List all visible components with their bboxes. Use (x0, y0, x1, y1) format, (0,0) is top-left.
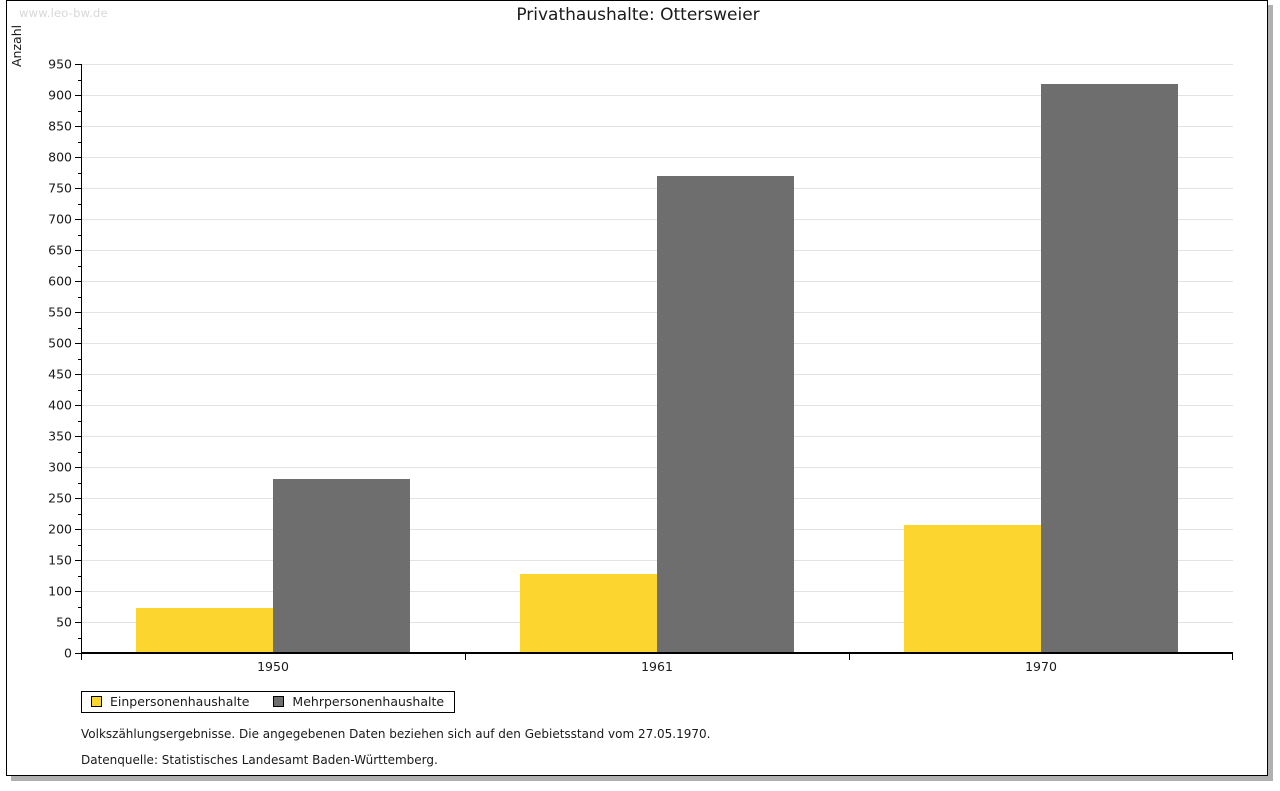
y-tick-mark (75, 281, 81, 282)
y-tick-minor (78, 637, 81, 639)
x-tick-label: 1970 (1025, 659, 1057, 674)
y-tick-minor (78, 544, 81, 546)
y-axis-label: Anzahl (9, 24, 24, 67)
y-tick-minor (78, 141, 81, 143)
page-title: Privathaushalte: Ottersweier (516, 5, 760, 25)
y-tick-minor (78, 265, 81, 267)
y-tick-label: 900 (48, 87, 72, 103)
y-tick-mark (75, 653, 81, 654)
bar-mehrpersonenhaushalte-1961[interactable] (657, 175, 794, 653)
y-tick-label: 50 (56, 614, 72, 630)
legend-label: Einpersonenhaushalte (110, 694, 250, 709)
y-tick-label: 250 (48, 490, 72, 506)
y-tick-label: 450 (48, 366, 72, 382)
y-tick-mark (75, 126, 81, 127)
gridline (81, 157, 1233, 158)
y-tick-mark (75, 250, 81, 251)
y-tick-label: 750 (48, 180, 72, 196)
y-tick-mark (75, 560, 81, 561)
y-tick-minor (78, 79, 81, 81)
y-tick-minor (78, 358, 81, 360)
y-tick-minor (78, 172, 81, 174)
y-tick-minor (78, 482, 81, 484)
y-tick-label: 700 (48, 211, 72, 227)
bar-mehrpersonenhaushalte-1970[interactable] (1041, 84, 1178, 653)
y-tick-label: 950 (48, 56, 72, 72)
y-tick-mark (75, 591, 81, 592)
bar-einpersonenhaushalte-1970[interactable] (904, 525, 1041, 653)
y-tick-minor (78, 420, 81, 422)
bar-einpersonenhaushalte-1950[interactable] (136, 608, 273, 653)
y-tick-label: 600 (48, 273, 72, 289)
y-tick-minor (78, 389, 81, 391)
y-tick-mark (75, 188, 81, 189)
y-tick-minor (78, 296, 81, 298)
x-tick-mark (1232, 654, 1233, 660)
x-axis-line (81, 652, 1233, 654)
y-tick-label: 0 (64, 645, 72, 661)
chart-legend: Einpersonenhaushalte Mehrpersonenhaushalt… (81, 691, 456, 713)
y-tick-mark (75, 374, 81, 375)
y-tick-label: 650 (48, 242, 72, 258)
y-tick-label: 200 (48, 521, 72, 537)
footnote-note: Volkszählungsergebnisse. Die angegebenen… (81, 727, 711, 741)
bar-einpersonenhaushalte-1961[interactable] (520, 574, 657, 653)
y-tick-minor (78, 234, 81, 236)
y-tick-label: 100 (48, 583, 72, 599)
x-tick-mark (849, 654, 850, 660)
y-tick-label: 500 (48, 335, 72, 351)
plot-area: 0 50 100 150 200 250 300 350 400 450 500 550 600 650 7… (48, 57, 1233, 674)
y-tick-minor (78, 606, 81, 608)
y-tick-mark (75, 622, 81, 623)
y-tick-minor (78, 451, 81, 453)
x-tick-label: 1961 (641, 659, 673, 674)
y-tick-label: 550 (48, 304, 72, 320)
y-tick-mark (75, 95, 81, 96)
bar-mehrpersonenhaushalte-1950[interactable] (273, 478, 410, 653)
y-tick-mark (75, 157, 81, 158)
y-tick-minor (78, 575, 81, 577)
gridline (81, 64, 1233, 65)
y-tick-label: 300 (48, 459, 72, 475)
y-tick-label: 850 (48, 118, 72, 134)
y-axis-line (81, 64, 82, 653)
x-tick-mark (465, 654, 466, 660)
y-tick-minor (78, 513, 81, 515)
y-tick-mark (75, 219, 81, 220)
y-tick-mark (75, 343, 81, 344)
y-tick-mark (75, 498, 81, 499)
watermark-label: www.leo-bw.de (19, 6, 108, 20)
gridline (81, 95, 1233, 96)
y-tick-label: 400 (48, 397, 72, 413)
legend-swatch-icon (91, 696, 102, 707)
y-tick-minor (78, 110, 81, 112)
y-tick-mark (75, 467, 81, 468)
y-tick-mark (75, 405, 81, 406)
y-tick-mark (75, 529, 81, 530)
legend-entry-1[interactable]: Mehrpersonenhaushalte (273, 694, 444, 709)
y-tick-label: 800 (48, 149, 72, 165)
y-tick-minor (78, 327, 81, 329)
chart-frame: www.leo-bw.de Privathaushalte: Otterswei… (6, 0, 1268, 776)
legend-label: Mehrpersonenhaushalte (292, 694, 445, 709)
y-tick-label: 350 (48, 428, 72, 444)
y-tick-label: 150 (48, 552, 72, 568)
y-tick-mark (75, 64, 81, 65)
legend-swatch-icon (273, 696, 285, 707)
gridline (81, 126, 1233, 127)
y-tick-minor (78, 203, 81, 205)
y-tick-mark (75, 436, 81, 437)
legend-entry-0[interactable]: Einpersonenhaushalte (91, 694, 249, 709)
x-tick-label: 1950 (257, 659, 289, 674)
y-tick-mark (75, 312, 81, 313)
footnote-source: Datenquelle: Statistisches Landesamt Bad… (81, 753, 438, 767)
x-tick-mark (81, 654, 82, 660)
